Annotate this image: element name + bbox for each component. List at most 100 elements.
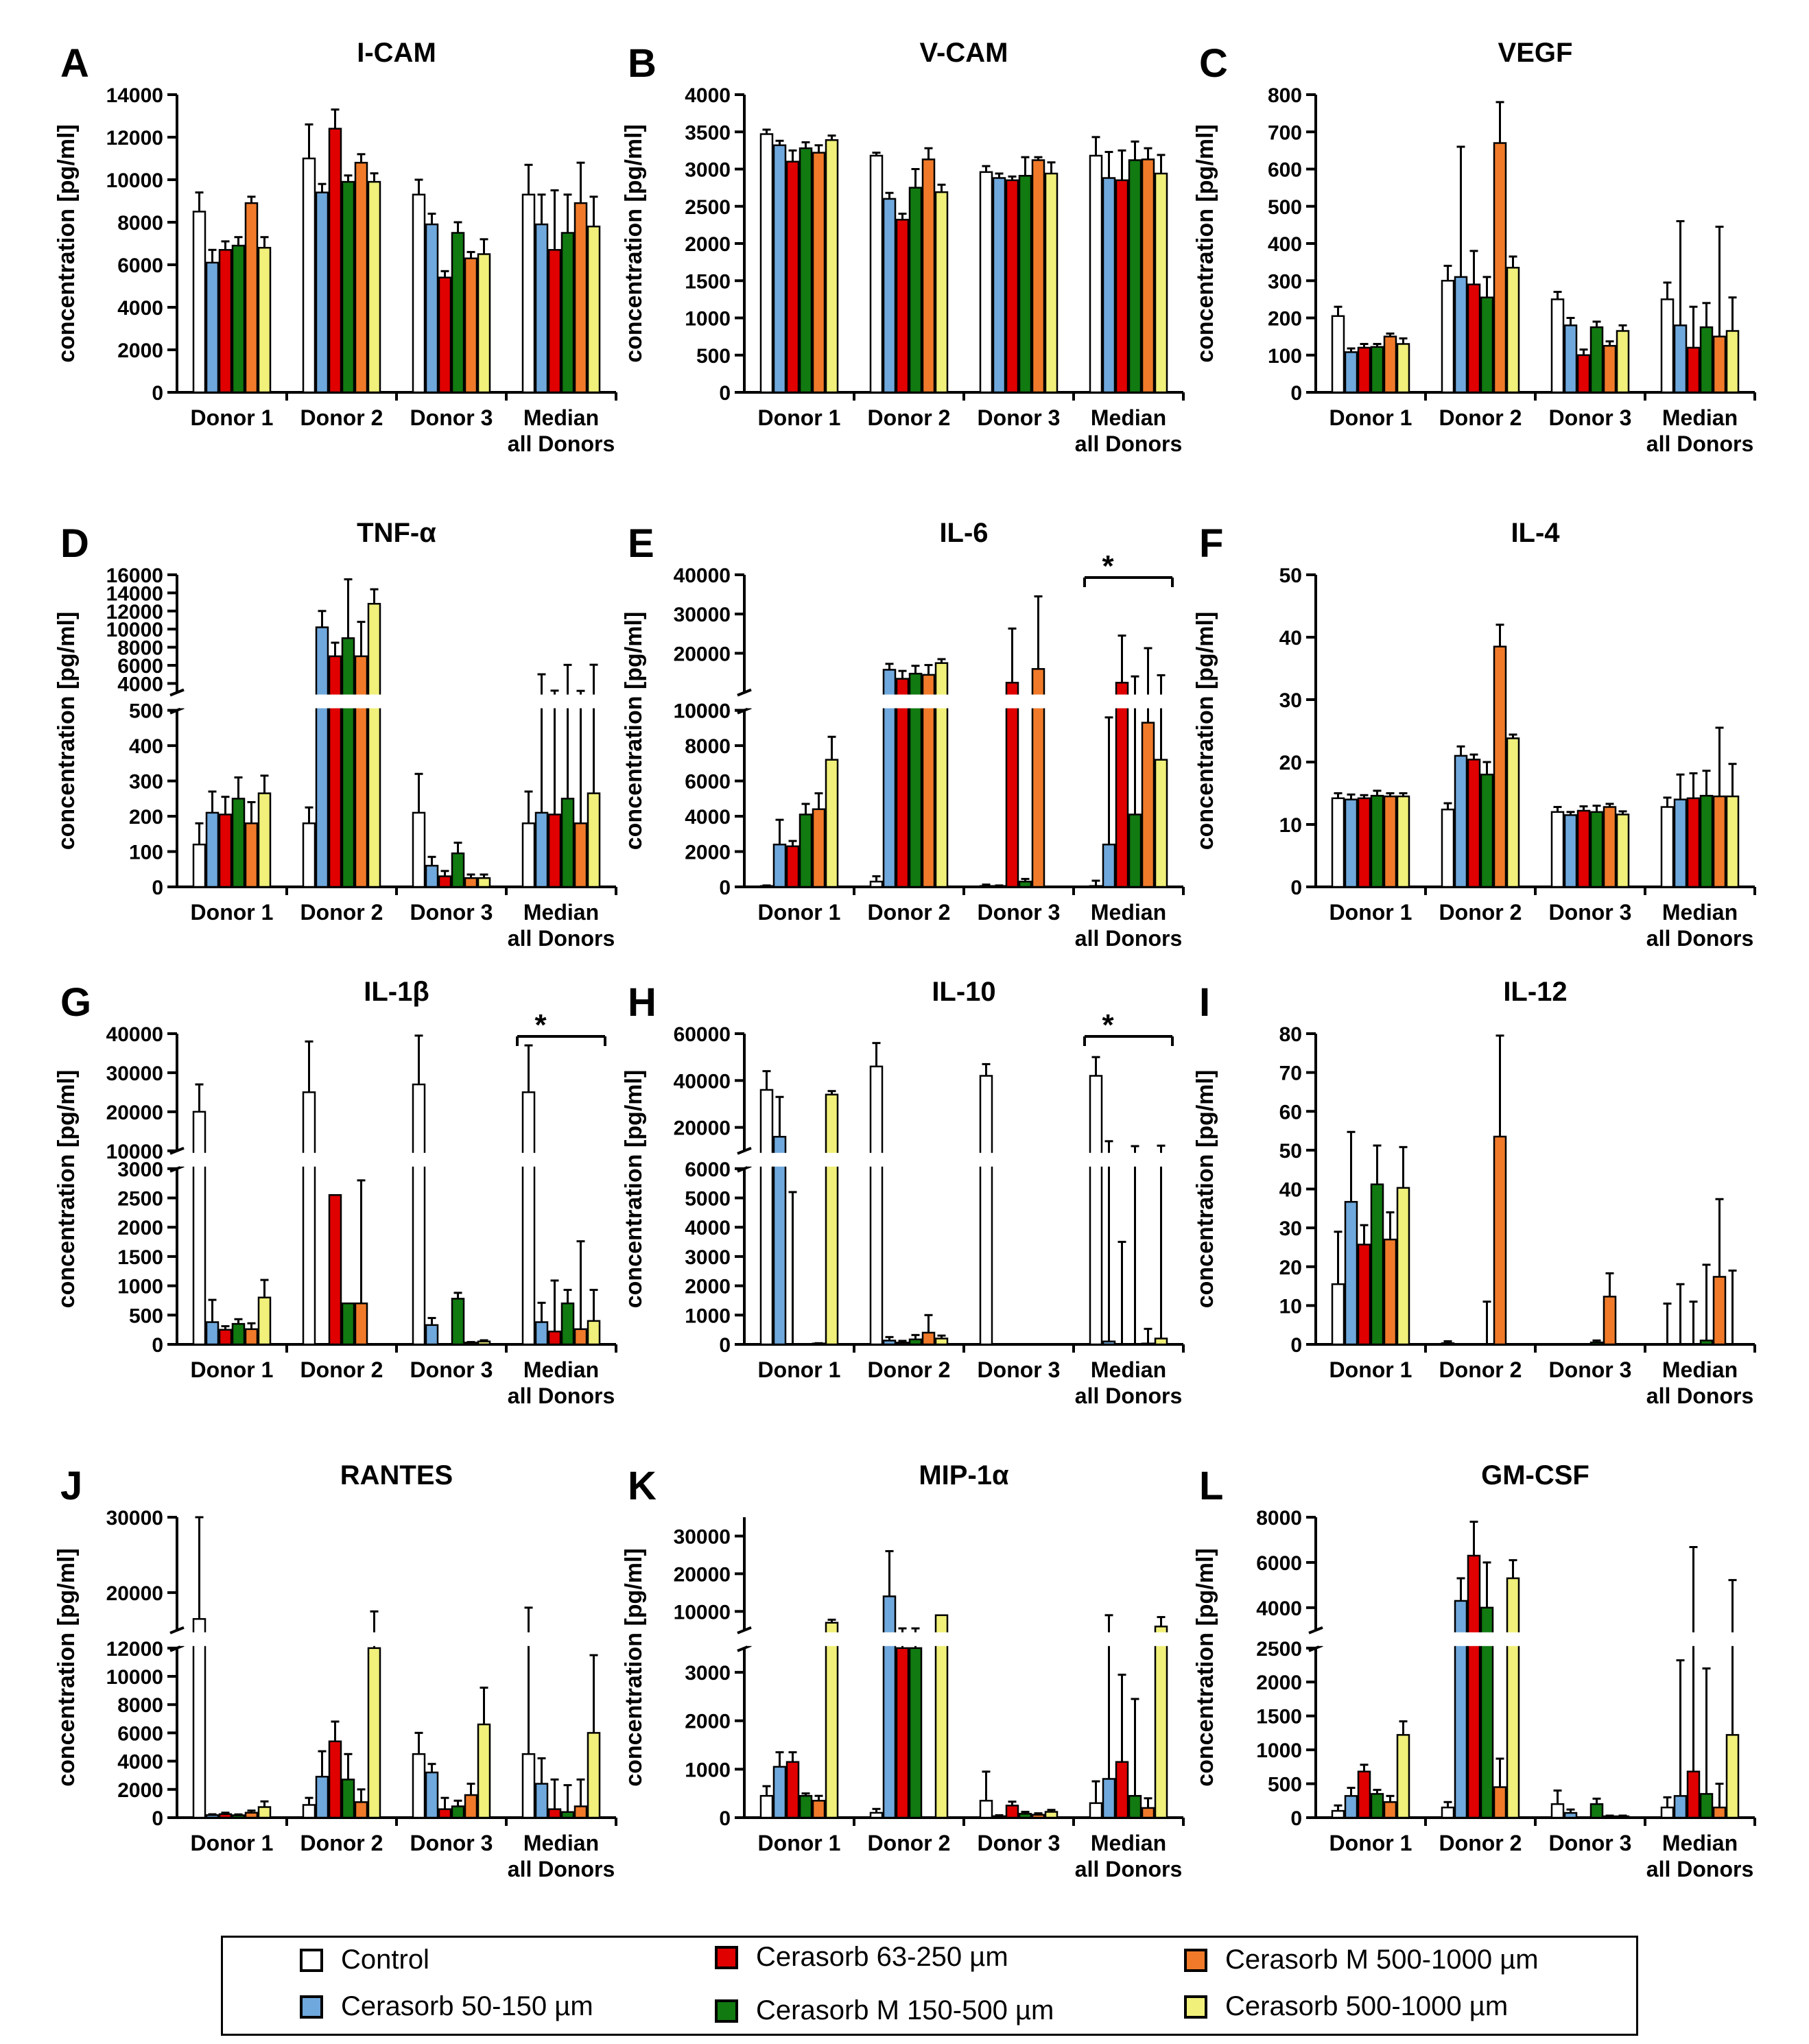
y-tick-label: 10000 bbox=[106, 619, 163, 641]
bar-control-donor-2 bbox=[1441, 808, 1455, 888]
bar-cerasorb-63-250-m-donor-1 bbox=[218, 1813, 233, 1819]
bar-cerasorb-m-500-1000-m-donor-2 bbox=[354, 1801, 368, 1819]
bar-cerasorb-50-150-m-donor-2 bbox=[1454, 754, 1468, 888]
legend-item-cerasorb-50-150: Cerasorb 50-150 µm bbox=[300, 1991, 593, 2022]
bar-cerasorb-63-250-m-donor-1 bbox=[785, 1761, 800, 1819]
panel-letter: J bbox=[60, 1464, 82, 1508]
bar-cerasorb-m-150-500-m-donor-3 bbox=[451, 852, 465, 888]
bar-cerasorb-500-1000-m-median bbox=[1725, 330, 1740, 394]
y-tick-label: 3000 bbox=[685, 159, 731, 182]
x-tick-label-donor-2: Donor 2 bbox=[300, 1831, 383, 1855]
y-tick-label: 40000 bbox=[674, 565, 731, 587]
y-tick-label: 30000 bbox=[106, 1507, 163, 1530]
y-tick-label: 30 bbox=[1279, 1217, 1302, 1240]
bar-cerasorb-500-1000-m-donor-1 bbox=[257, 792, 272, 888]
legend-item-control: Control bbox=[300, 1945, 429, 1975]
axis-break-mark bbox=[1308, 1626, 1323, 1635]
y-tick-label: 300 bbox=[129, 771, 163, 794]
y-tick-label: 40000 bbox=[106, 1023, 163, 1046]
y-tick-label: 4000 bbox=[1256, 1597, 1302, 1620]
y-tick-label: 80 bbox=[1279, 1023, 1302, 1046]
axis-break-gap bbox=[1648, 1632, 1752, 1646]
bar-control-median bbox=[521, 822, 536, 888]
bar-control-donor-2 bbox=[302, 157, 316, 394]
y-tick-label: 1000 bbox=[685, 308, 731, 331]
bar-cerasorb-50-150-m-median bbox=[1102, 1340, 1116, 1346]
bar-cerasorb-m-150-500-m-donor-2 bbox=[908, 1647, 923, 1819]
bar-cerasorb-m-150-500-m-median bbox=[1699, 1793, 1714, 1819]
bar-cerasorb-500-1000-m-median bbox=[1154, 172, 1168, 394]
panel-title: GM-CSF bbox=[1481, 1460, 1589, 1490]
bar-cerasorb-m-500-1000-m-median bbox=[1712, 795, 1727, 888]
bar-cerasorb-m-500-1000-m-median bbox=[1141, 158, 1155, 394]
bar-cerasorb-500-1000-m-donor-1 bbox=[825, 139, 839, 394]
bar-cerasorb-m-150-500-m-median bbox=[560, 1302, 575, 1346]
bar-cerasorb-m-150-500-m-median bbox=[1699, 1340, 1714, 1346]
panel-j: J RANTES concentration [pg/ml] 0 2000 4000 600… bbox=[54, 1460, 617, 1881]
bar-cerasorb-m-150-500-m-donor-3 bbox=[451, 232, 465, 394]
bar-cerasorb-63-250-m-donor-3 bbox=[1005, 682, 1019, 888]
bar-cerasorb-m-500-1000-m-donor-1 bbox=[812, 808, 826, 888]
bar-cerasorb-m-500-1000-m-donor-1 bbox=[1383, 795, 1397, 888]
bar-control-donor-2 bbox=[302, 1091, 316, 1346]
legend-label-cerasorb-63-250: Cerasorb 63-250 µm bbox=[756, 1942, 1008, 1972]
y-tick-label: 3500 bbox=[685, 121, 731, 144]
bar-cerasorb-m-150-500-m-donor-3 bbox=[1018, 881, 1032, 888]
panel-i: I IL-12 concentration [pg/ml] 0 10 20 30 40 50 60… bbox=[1192, 977, 1756, 1408]
bar-cerasorb-500-1000-m-donor-1 bbox=[257, 1296, 272, 1346]
bar-control-median bbox=[1089, 885, 1103, 888]
y-tick-label: 1500 bbox=[685, 270, 731, 293]
panel-title: IL-6 bbox=[939, 518, 988, 548]
bar-control-donor-3 bbox=[412, 1753, 426, 1819]
panel-title: TNF-α bbox=[357, 518, 436, 548]
y-tick-label: 20000 bbox=[674, 1563, 731, 1586]
y-tick-label: 20000 bbox=[674, 643, 731, 665]
panel-e: E IL-6 concentration [pg/ml] 0 2000 4000 6000 8… bbox=[621, 518, 1185, 951]
bar-cerasorb-63-250-m-donor-3 bbox=[1005, 1805, 1019, 1819]
panel-letter: D bbox=[60, 521, 89, 566]
x-tick-label-donor-1: Donor 1 bbox=[1329, 900, 1412, 925]
significance-star: * bbox=[1102, 549, 1114, 583]
axis-break-gap bbox=[967, 1632, 1071, 1646]
bar-cerasorb-50-150-m-donor-2 bbox=[315, 626, 329, 888]
bar-cerasorb-m-500-1000-m-donor-3 bbox=[464, 257, 478, 394]
bar-cerasorb-m-500-1000-m-median bbox=[1141, 1807, 1155, 1819]
axis-break-mark bbox=[737, 1643, 752, 1652]
bar-cerasorb-500-1000-m-donor-3 bbox=[1044, 172, 1059, 394]
axis-break-mark bbox=[737, 1146, 752, 1155]
y-tick-label: 30000 bbox=[674, 604, 731, 626]
x-tick-label-donor-2: Donor 2 bbox=[868, 1831, 951, 1855]
y-tick-label: 0 bbox=[152, 382, 163, 405]
bar-cerasorb-m-500-1000-m-median bbox=[1712, 335, 1727, 394]
y-axis-label: concentration [pg/ml] bbox=[54, 124, 80, 363]
y-tick-label: 0 bbox=[1290, 1807, 1302, 1830]
bar-cerasorb-50-150-m-median bbox=[1102, 177, 1116, 394]
bar-cerasorb-m-150-500-m-donor-2 bbox=[908, 1338, 923, 1346]
panel-c: C VEGF concentration [pg/ml] 0 100 200 300 400 5… bbox=[1192, 38, 1756, 456]
x-tick-label-donor-2: Donor 2 bbox=[868, 405, 951, 430]
bar-control-donor-3 bbox=[979, 171, 993, 394]
y-tick-label: 0 bbox=[719, 877, 731, 899]
panel-letter: K bbox=[628, 1464, 657, 1508]
x-tick-label-donor-2: Donor 2 bbox=[868, 1357, 951, 1382]
y-axis-label: concentration [pg/ml] bbox=[1192, 1548, 1218, 1787]
bar-cerasorb-63-250-m-donor-1 bbox=[1357, 346, 1371, 394]
bar-control-median bbox=[1660, 1806, 1675, 1819]
y-tick-label: 12000 bbox=[106, 127, 163, 150]
axis-break-mark bbox=[169, 706, 185, 715]
axis-break-gap bbox=[747, 1152, 851, 1167]
panel-title: I-CAM bbox=[357, 38, 436, 68]
y-tick-label: 40 bbox=[1279, 627, 1302, 650]
bar-cerasorb-63-250-m-donor-3 bbox=[1576, 809, 1591, 888]
legend-label-cerasorb-m-150-500: Cerasorb M 150-500 µm bbox=[756, 1995, 1054, 2025]
y-axis-label: concentration [pg/ml] bbox=[1192, 1070, 1218, 1309]
bar-cerasorb-m-150-500-m-donor-1 bbox=[1370, 1183, 1384, 1346]
bar-cerasorb-m-150-500-m-donor-2 bbox=[1480, 1606, 1494, 1819]
y-tick-label: 500 bbox=[129, 700, 163, 723]
bar-cerasorb-500-1000-m-donor-3 bbox=[1616, 330, 1630, 394]
y-tick-label: 4000 bbox=[117, 297, 163, 320]
bar-cerasorb-m-150-500-m-donor-1 bbox=[231, 798, 246, 888]
axis-break-mark bbox=[169, 1626, 185, 1635]
x-tick-label-donor-3: Donor 3 bbox=[410, 405, 493, 430]
axis-break-mark bbox=[169, 1146, 185, 1155]
